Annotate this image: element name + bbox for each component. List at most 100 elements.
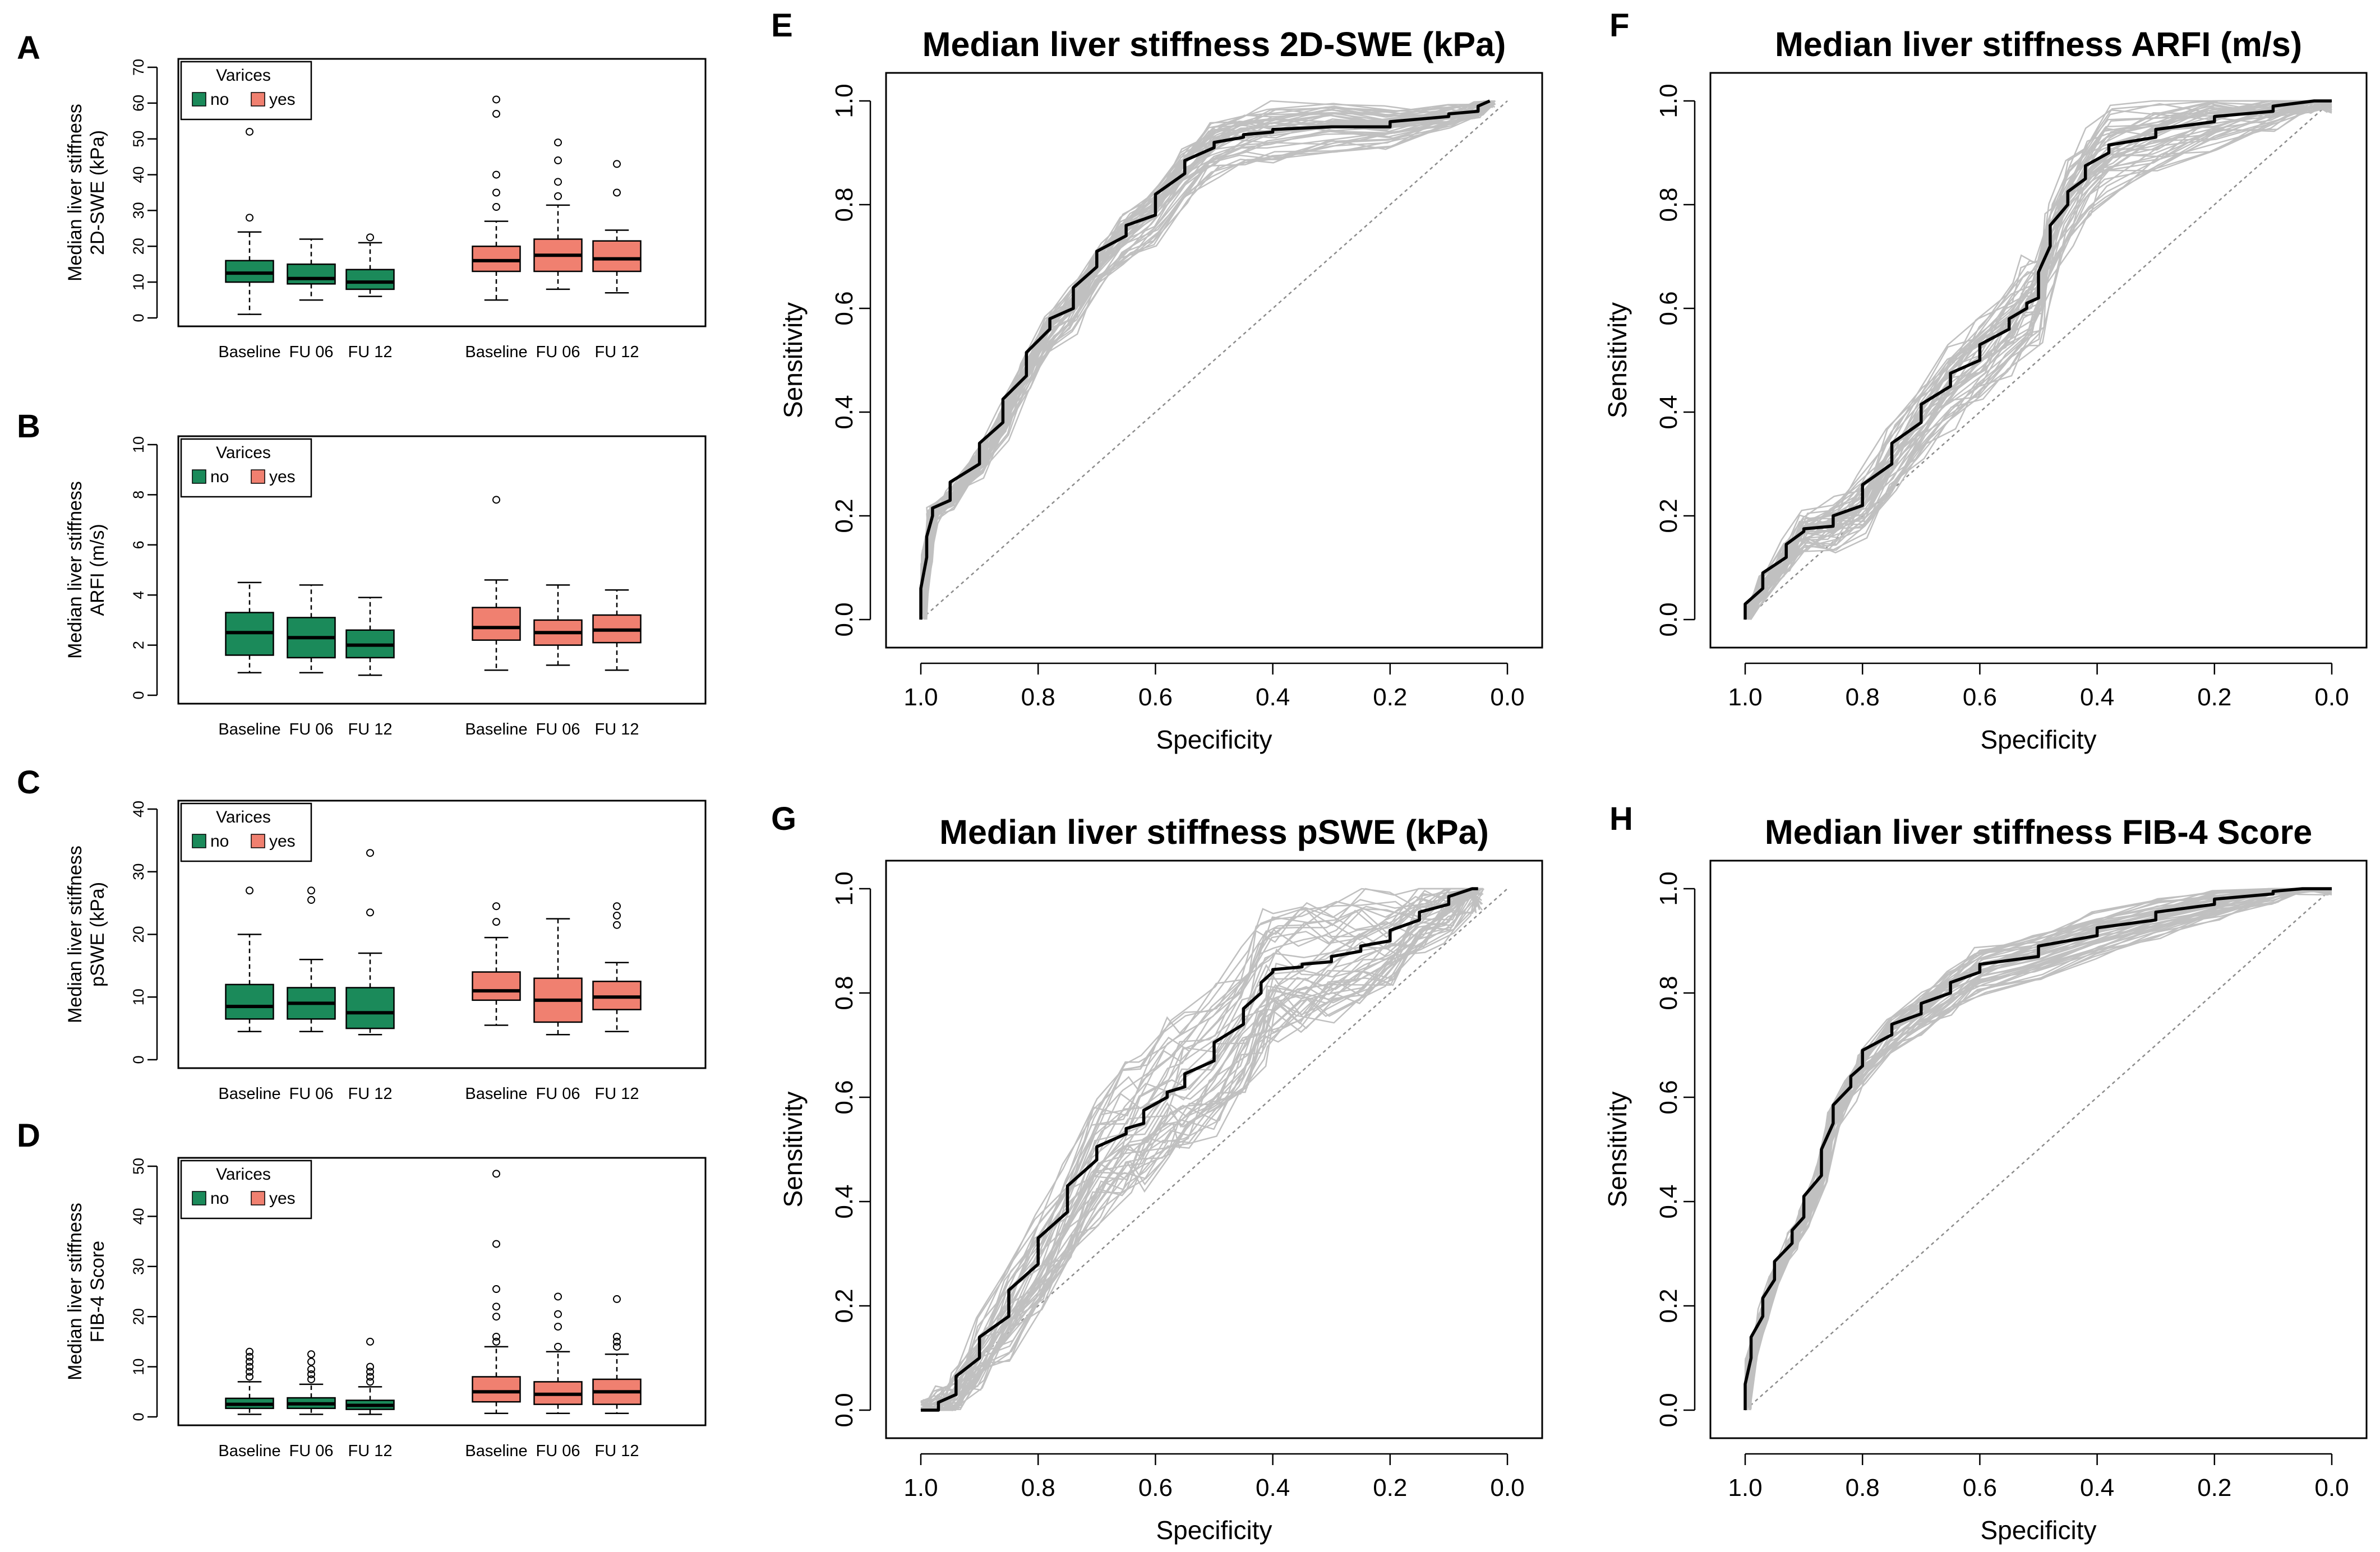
- y-tick-label: 1.0: [1655, 84, 1682, 118]
- bootstrap-roc-curve: [925, 103, 1492, 620]
- boxplot-C: 0 10 20 30 40 Median liver stiffness pSWE (kPa…: [64, 800, 707, 1103]
- bootstrap-roc-curve: [924, 105, 1490, 616]
- bootstrap-roc-curve: [1744, 105, 2332, 620]
- bootstrap-roc-curve: [1749, 100, 2332, 620]
- y-axis-title: Sensitivity: [1603, 1091, 1632, 1207]
- x-category-label: FU 06: [289, 720, 334, 738]
- bootstrap-roc-curve: [1750, 100, 2332, 620]
- bootstrap-roc-curve: [920, 100, 1486, 620]
- x-axis-title: Specificity: [1156, 725, 1272, 754]
- legend-label-yes: yes: [269, 1189, 296, 1208]
- y-tick-label: 0: [130, 1412, 147, 1421]
- x-tick-label: 0.6: [1138, 1474, 1173, 1502]
- legend: Varices no yes: [180, 1160, 312, 1220]
- outlier-point: [307, 886, 315, 895]
- x-tick-label: 0.2: [2197, 683, 2231, 711]
- bootstrap-curves: [920, 100, 1496, 620]
- bootstrap-roc-curve: [923, 888, 1481, 1411]
- bootstrap-roc-curve: [920, 888, 1482, 1411]
- legend: Varices no yes: [180, 438, 312, 498]
- plot-frame: [885, 72, 1543, 649]
- box-yes-0: [472, 1170, 521, 1414]
- legend-label-yes: yes: [269, 468, 296, 486]
- outlier-point: [366, 1378, 374, 1386]
- x-tick-label: 0.4: [2080, 1474, 2114, 1502]
- outlier-point: [246, 886, 253, 895]
- outlier-point: [492, 1285, 500, 1294]
- legend-label-no: no: [210, 832, 229, 851]
- bootstrap-roc-curve: [923, 103, 1496, 612]
- legend-swatch-no: [192, 1191, 206, 1205]
- y-tick-label: 20: [130, 238, 147, 255]
- y-tick-label: 0.6: [831, 291, 858, 325]
- box-yes-1: [533, 584, 583, 666]
- x-tick-label: 0.8: [1021, 683, 1055, 711]
- outlier-point: [554, 1310, 562, 1318]
- y-tick-label: 0.8: [831, 976, 858, 1010]
- chart-title: Median liver stiffness ARFI (m/s): [1775, 25, 2302, 63]
- outlier-point: [246, 1368, 253, 1376]
- outlier-point: [613, 1342, 621, 1351]
- outlier-point: [246, 214, 253, 222]
- outlier-point: [492, 1313, 500, 1321]
- legend-label-no: no: [210, 90, 229, 109]
- x-category-label: Baseline: [465, 1085, 527, 1103]
- panel-label-E: E: [771, 7, 793, 44]
- x-category-label: Baseline: [218, 1442, 280, 1460]
- box-body: [472, 607, 521, 641]
- x-tick-label: 1.0: [1728, 683, 1762, 711]
- legend-title: Varices: [216, 808, 271, 826]
- outlier-point: [492, 95, 500, 104]
- x-tick-label: 0.8: [1846, 683, 1880, 711]
- outlier-point: [613, 1332, 621, 1341]
- legend-label-no: no: [210, 468, 229, 486]
- box-yes-0: [472, 496, 521, 671]
- y-axis-label-line2: FIB-4 Score: [87, 1241, 108, 1342]
- y-tick-label: 0.2: [1655, 1288, 1682, 1323]
- y-tick-label: 1.0: [831, 84, 858, 118]
- y-tick-label: 20: [130, 926, 147, 943]
- bootstrap-roc-curve: [920, 888, 1480, 1411]
- outlier-point: [366, 233, 374, 242]
- panel-label-B: B: [17, 408, 40, 445]
- x-category-label: FU 12: [348, 343, 393, 361]
- panel-label-F: F: [1609, 7, 1629, 44]
- y-tick-label: 10: [130, 1359, 147, 1375]
- plot-frame: [177, 435, 707, 705]
- outlier-point: [613, 1295, 621, 1303]
- x-category-label: FU 12: [595, 343, 639, 361]
- bootstrap-curves: [920, 886, 1485, 1412]
- reference-diagonal: [1745, 888, 2332, 1411]
- box-yes-2: [592, 902, 642, 1032]
- panel-label-G: G: [771, 801, 796, 837]
- bootstrap-roc-curve: [1744, 100, 2332, 616]
- y-tick-label: 40: [130, 801, 147, 817]
- roc-curve-main: [1744, 99, 2332, 620]
- outlier-point: [492, 110, 500, 118]
- x-category-label: FU 06: [289, 343, 334, 361]
- y-axis-label-line2: 2D-SWE (kPa): [87, 130, 108, 255]
- box-body: [345, 987, 395, 1029]
- outlier-point: [554, 1323, 562, 1331]
- roc-chart-F: Median liver stiffness ARFI (m/s) 1.0 0.8 0…: [1603, 25, 2368, 754]
- chart-title: Median liver stiffness FIB-4 Score: [1765, 813, 2312, 851]
- x-tick-label: 0.0: [1490, 1474, 1524, 1502]
- x-tick-label: 0.6: [1963, 683, 1997, 711]
- x-tick-label: 1.0: [903, 683, 938, 711]
- y-tick-label: 20: [130, 1308, 147, 1325]
- outlier-point: [554, 1292, 562, 1301]
- y-tick-label: 10: [130, 989, 147, 1005]
- bootstrap-roc-curve: [920, 102, 1495, 620]
- box-body: [225, 983, 274, 1020]
- bootstrap-roc-curve: [1749, 106, 2332, 618]
- bootstrap-roc-curve: [925, 103, 1489, 620]
- box-body: [225, 260, 274, 283]
- x-tick-label: 0.6: [1963, 1474, 1997, 1502]
- x-category-label: FU 12: [595, 720, 639, 738]
- y-tick-label: 50: [130, 1158, 147, 1175]
- legend-title: Varices: [216, 444, 271, 462]
- plot-frame: [177, 58, 707, 327]
- bootstrap-roc-curve: [923, 888, 1483, 1411]
- y-tick-label: 4: [130, 591, 147, 599]
- plot-frame: [1709, 860, 2368, 1439]
